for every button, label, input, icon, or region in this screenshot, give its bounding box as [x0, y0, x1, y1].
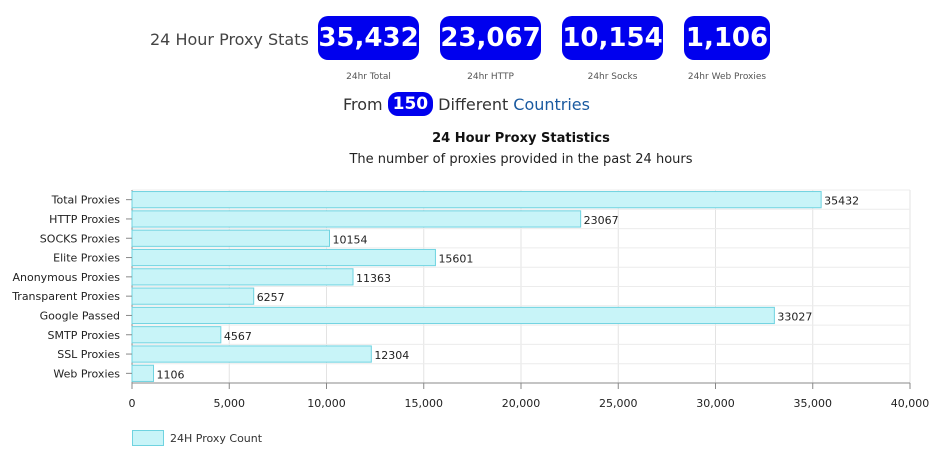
bar — [131, 268, 354, 286]
stat-socks-badge: 10,154 — [562, 16, 663, 60]
x-tick-label: 25,000 — [599, 397, 638, 410]
bar-value-label: 33027 — [777, 310, 812, 323]
category-label: SOCKS Proxies — [40, 232, 120, 245]
category-label: SSL Proxies — [57, 348, 120, 361]
category-label: Google Passed — [40, 309, 120, 322]
category-label: Elite Proxies — [53, 252, 120, 265]
stats-label: 24 Hour Proxy Stats — [150, 30, 309, 49]
x-tick-label: 35,000 — [794, 397, 833, 410]
x-tick-label: 20,000 — [502, 397, 541, 410]
legend-swatch — [132, 430, 164, 446]
legend-label: 24H Proxy Count — [170, 431, 263, 445]
stat-total-badge: 35,432 — [318, 16, 419, 60]
bar-value-label: 6257 — [257, 291, 285, 304]
x-tick-label: 10,000 — [307, 397, 346, 410]
bar-value-label: 4567 — [224, 330, 252, 343]
bar — [131, 191, 822, 209]
category-label: HTTP Proxies — [49, 213, 120, 226]
category-label: SMTP Proxies — [48, 329, 121, 342]
bar-value-label: 1106 — [157, 368, 185, 381]
bar — [131, 326, 222, 344]
stat-web-badge: 1,106 — [684, 16, 770, 60]
countries-count-badge: 150 — [387, 92, 434, 116]
category-label: Transparent Proxies — [11, 290, 120, 303]
stat-total-caption: 24hr Total — [346, 72, 391, 82]
category-label: Web Proxies — [53, 367, 120, 380]
chart-title: 24 Hour Proxy Statistics — [432, 131, 610, 146]
countries-link[interactable]: Countries — [513, 94, 590, 114]
stat-socks-caption: 24hr Socks — [587, 72, 638, 82]
bar — [131, 306, 775, 325]
bar-value-label: 12304 — [374, 349, 409, 362]
bar — [131, 364, 155, 382]
countries-prefix: From — [343, 94, 383, 114]
x-tick-label: 40,000 — [891, 397, 930, 410]
countries-middle: Different — [438, 94, 509, 114]
stat-http-caption: 24hr HTTP — [467, 72, 514, 82]
x-tick-label: 30,000 — [696, 397, 735, 410]
stat-http-badge: 23,067 — [440, 16, 541, 60]
bar-value-label: 10154 — [332, 233, 367, 246]
bar — [131, 248, 436, 267]
bar — [131, 287, 255, 305]
bar-value-label: 15601 — [438, 253, 473, 266]
x-tick-label: 15,000 — [405, 397, 444, 410]
bar-value-label: 35432 — [824, 195, 859, 208]
bar — [131, 345, 372, 363]
bar — [131, 229, 330, 247]
chart-subtitle: The number of proxies provided in the pa… — [349, 152, 693, 167]
stat-web-caption: 24hr Web Proxies — [687, 72, 767, 82]
bar-value-label: 23067 — [584, 214, 619, 227]
category-label: Anonymous Proxies — [12, 271, 120, 284]
x-tick-label: 5,000 — [214, 397, 246, 410]
chart-legend[interactable]: 24H Proxy Count — [132, 430, 262, 446]
category-label: Total Proxies — [51, 194, 121, 207]
bar — [131, 210, 582, 228]
bar-value-label: 11363 — [356, 272, 391, 285]
countries-line: From 150 Different Countries — [343, 92, 590, 116]
x-tick-label: 0 — [129, 397, 136, 410]
